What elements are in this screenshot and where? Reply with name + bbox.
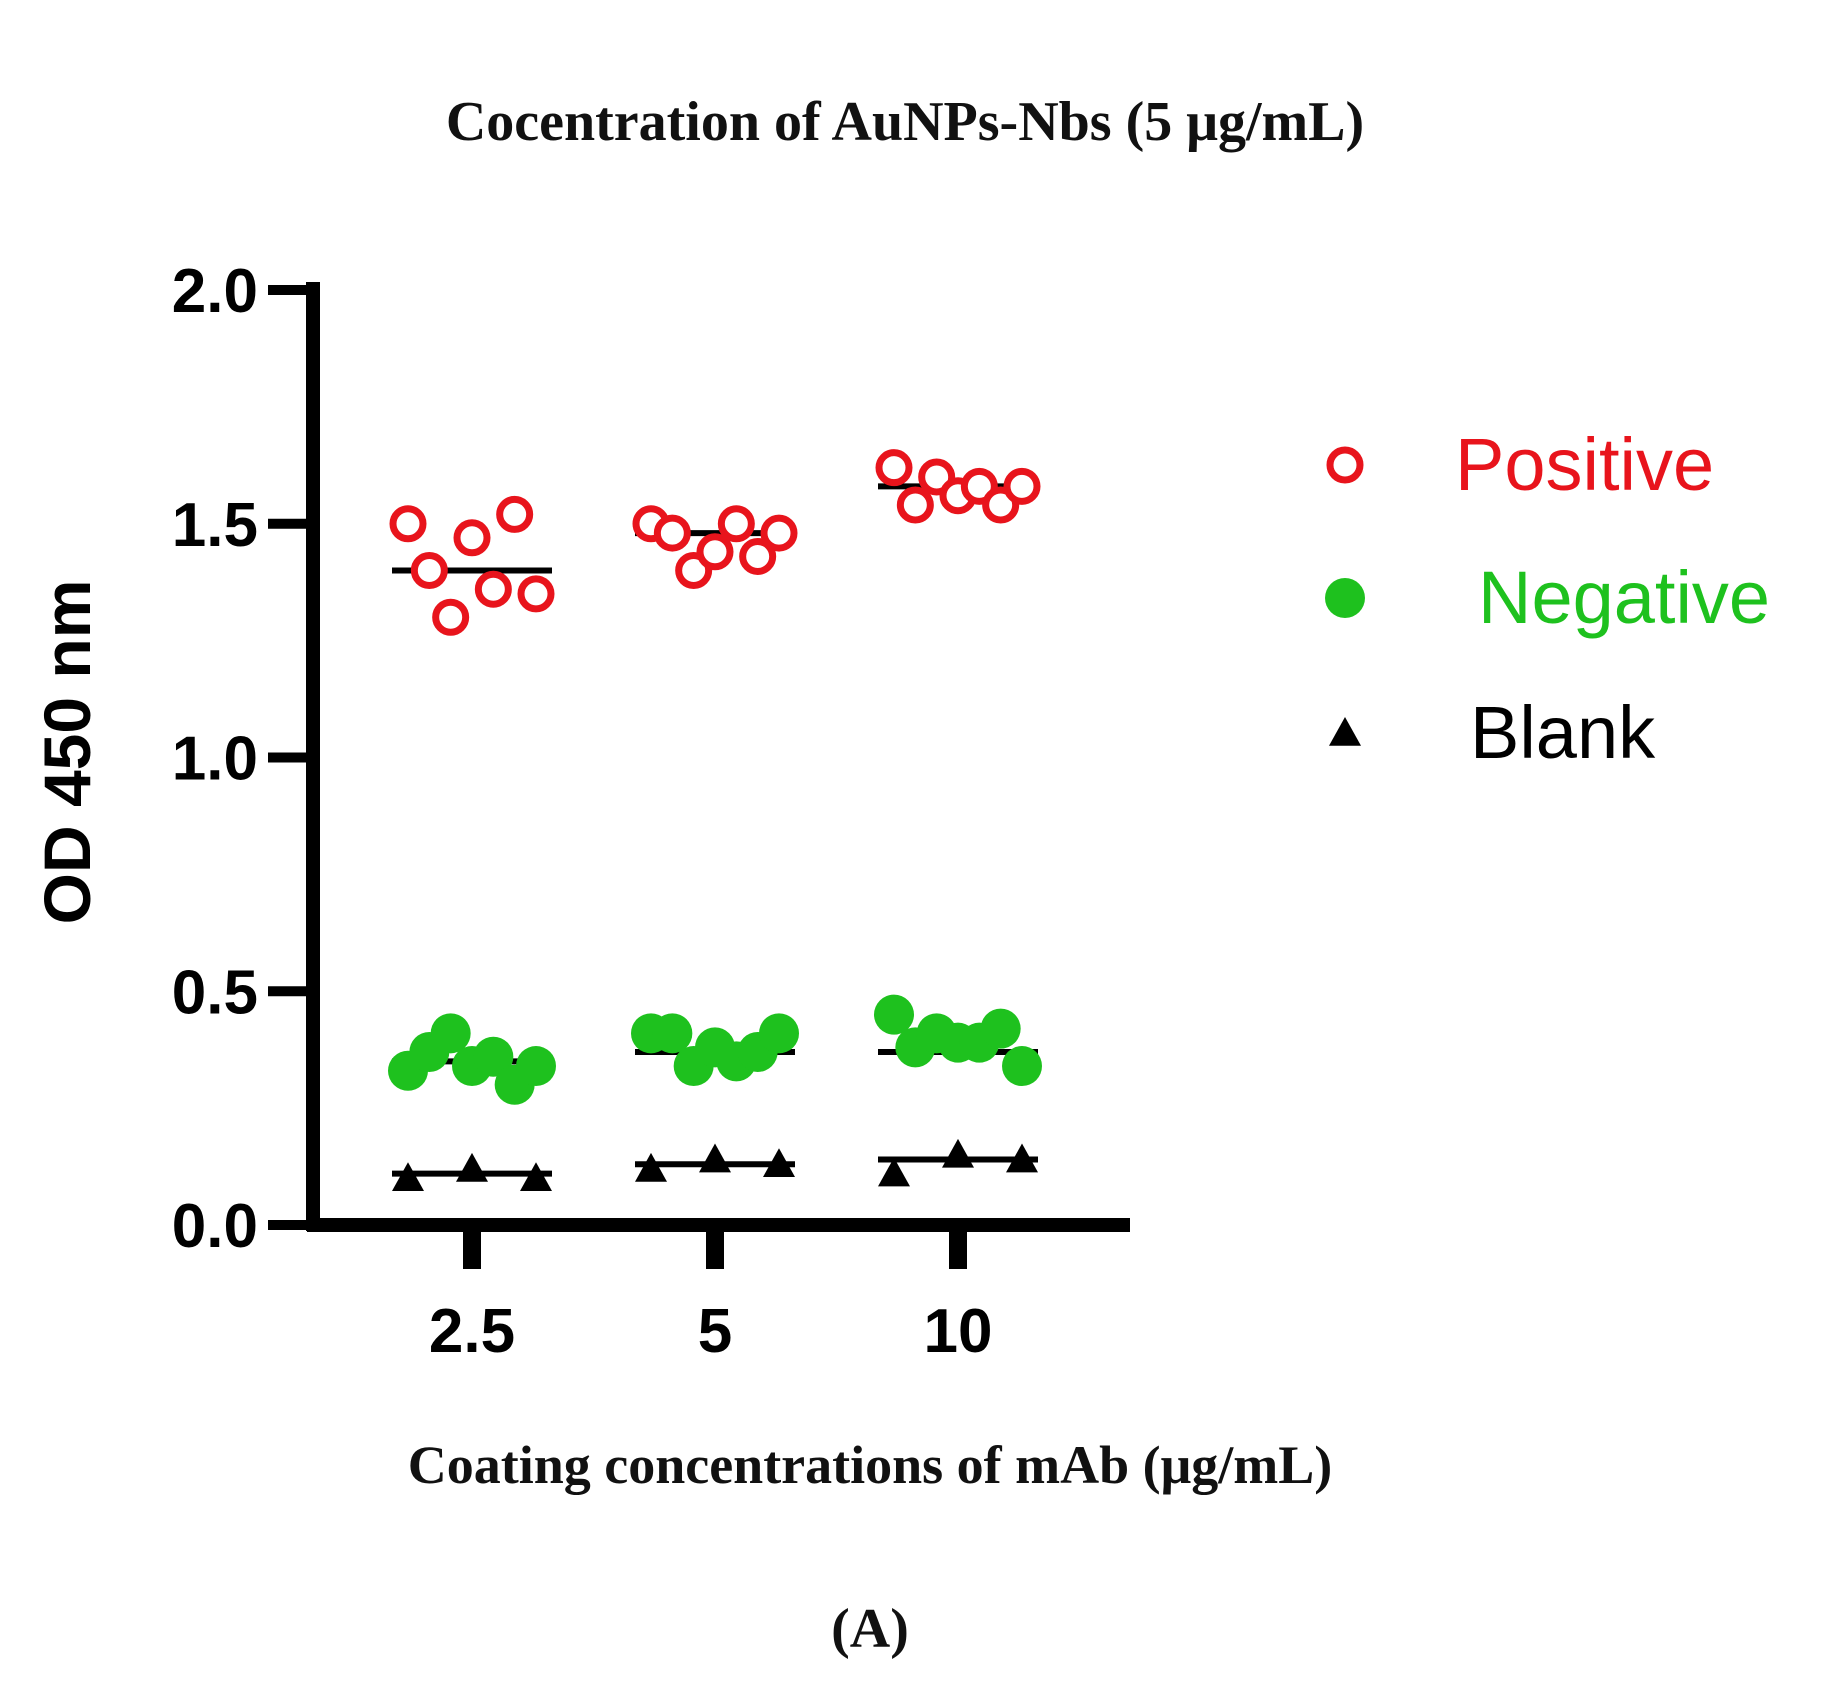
positive-point — [410, 552, 448, 589]
negative-point — [652, 1013, 693, 1054]
y-tick-label: 2.0 — [172, 257, 258, 326]
x-tick-label: 10 — [924, 1297, 993, 1366]
positive-point — [1003, 467, 1041, 505]
x-axis-label: Coating concentrations of mAb (μg/mL) — [408, 1435, 1333, 1495]
positive-point — [760, 514, 798, 552]
negative-point — [430, 1013, 471, 1054]
negative-point — [759, 1013, 799, 1054]
y-tick-label: 1.5 — [172, 491, 258, 560]
negative-point — [980, 1008, 1021, 1049]
legend-marker-positive — [1326, 446, 1364, 484]
blank-point — [699, 1143, 731, 1173]
positive-point — [453, 519, 491, 557]
y-axis-label: OD 450 nm — [30, 580, 104, 925]
legend-label-blank: Blank — [1470, 691, 1656, 774]
blank-point — [520, 1162, 552, 1192]
x-tick-label: 5 — [698, 1297, 732, 1366]
negative-point — [874, 994, 914, 1035]
positive-point — [474, 570, 512, 608]
blank-point — [942, 1138, 974, 1168]
positive-point — [875, 449, 913, 487]
positive-point — [896, 486, 934, 524]
blank-point — [635, 1152, 667, 1182]
negative-point — [516, 1046, 556, 1087]
legend-marker-blank — [1329, 717, 1361, 746]
blank-point — [763, 1148, 795, 1178]
legend-label-negative: Negative — [1478, 556, 1770, 639]
positive-point — [432, 598, 470, 636]
legend: Positive Negative Blank — [1325, 423, 1770, 774]
legend-label-positive: Positive — [1455, 423, 1714, 506]
positive-point — [696, 533, 734, 571]
positive-point — [496, 495, 534, 533]
y-tick-label: 1.0 — [172, 725, 258, 794]
positive-point — [653, 514, 691, 552]
positive-point — [517, 575, 555, 613]
positive-point — [389, 505, 427, 543]
blank-point — [392, 1162, 424, 1192]
plot-area: 0.0 0.5 1.0 1.5 2.0 2.5 5 10 — [172, 257, 1130, 1366]
panel-label: (A) — [831, 1598, 909, 1660]
negative-point — [473, 1036, 514, 1077]
y-tick-label: 0.5 — [172, 958, 258, 1027]
positive-point — [717, 505, 755, 543]
x-tick-label: 2.5 — [429, 1297, 515, 1366]
y-tick-label: 0.0 — [172, 1192, 258, 1261]
blank-point — [1006, 1143, 1038, 1173]
chart-title: Cocentration of AuNPs-Nbs (5 μg/mL) — [446, 91, 1364, 153]
negative-point — [1002, 1046, 1042, 1087]
positive-point — [739, 537, 777, 575]
blank-point — [456, 1152, 488, 1182]
legend-marker-negative — [1325, 578, 1365, 618]
blank-point — [878, 1157, 910, 1187]
